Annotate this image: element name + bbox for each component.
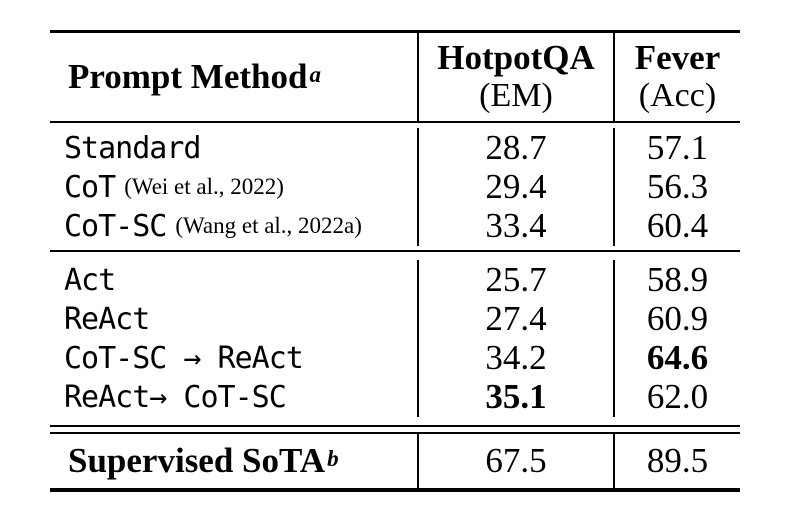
em-value: 28.7 [417, 128, 613, 168]
method-cell: CoT-SC → ReAct [50, 338, 417, 378]
acc-value: 56.3 [613, 167, 740, 207]
header-prompt-method-label: Prompt Method [68, 57, 308, 96]
acc-value: 64.6 [613, 338, 740, 378]
method-name: CoT [64, 169, 116, 205]
header-rule [50, 121, 740, 123]
method-cell: Act [50, 260, 417, 300]
header-hotpotqa: HotpotQA (EM) [417, 33, 613, 121]
method-name: CoT-SC → ReAct [64, 340, 304, 376]
method-name: ReAct→ CoT-SC [64, 379, 287, 415]
acc-value: 58.9 [613, 260, 740, 300]
react-section: Act 25.7 58.9 ReAct 27.4 60.9 CoT-SC → R… [50, 252, 740, 425]
header-fever: Fever (Acc) [613, 33, 740, 121]
method-citation: (Wei et al., 2022) [124, 174, 284, 199]
results-table: Prompt Method a HotpotQA (EM) Fever (Acc)… [50, 30, 740, 492]
double-rule-bottom [50, 432, 740, 434]
bottom-rule [50, 488, 740, 492]
method-name: ReAct [64, 301, 150, 337]
method-cell: CoT (Wei et al., 2022) [50, 167, 417, 207]
footnote-marker-b: b [327, 446, 339, 471]
footnote-marker-a: a [309, 62, 321, 87]
top-rule [50, 30, 740, 33]
method-cell: CoT-SC (Wang et al., 2022a) [50, 206, 417, 246]
method-cell: Standard [50, 128, 417, 168]
method-name: Standard [64, 130, 201, 166]
em-value: 25.7 [417, 260, 613, 300]
acc-value: 60.9 [613, 299, 740, 339]
baseline-section: Standard 28.7 57.1 CoT (Wei et al., 2022)… [50, 123, 740, 250]
method-cell: ReAct [50, 299, 417, 339]
acc-value: 57.1 [613, 128, 740, 168]
method-cell: ReAct→ CoT-SC [50, 377, 417, 417]
sota-acc-value: 89.5 [613, 434, 740, 488]
header-hotpotqa-unit: (EM) [479, 77, 553, 114]
section-rule [50, 250, 740, 252]
acc-value: 62.0 [613, 377, 740, 417]
sota-label-cell: Supervised SoTA b [50, 434, 417, 488]
method-name: CoT-SC [64, 208, 167, 244]
em-value: 29.4 [417, 167, 613, 207]
table-row: Act 25.7 58.9 [50, 260, 740, 300]
table-row: CoT-SC → ReAct 34.2 64.6 [50, 338, 740, 378]
em-value: 35.1 [417, 377, 613, 417]
header-prompt-method: Prompt Method a [50, 33, 417, 121]
method-name: Act [64, 262, 116, 298]
method-citation: (Wang et al., 2022a) [175, 213, 362, 238]
sota-em-value: 67.5 [417, 434, 613, 488]
em-value: 33.4 [417, 206, 613, 246]
header-fever-name: Fever [634, 38, 721, 77]
header-hotpotqa-name: HotpotQA [437, 38, 595, 77]
acc-value: 60.4 [613, 206, 740, 246]
table-row: CoT-SC (Wang et al., 2022a) 33.4 60.4 [50, 206, 740, 246]
header-fever-unit: (Acc) [638, 77, 717, 114]
sota-label: Supervised SoTA [68, 441, 326, 480]
table-row: ReAct→ CoT-SC 35.1 62.0 [50, 377, 740, 417]
double-rule-top [50, 425, 740, 427]
em-value: 34.2 [417, 338, 613, 378]
table-row: Standard 28.7 57.1 [50, 128, 740, 168]
table-header: Prompt Method a HotpotQA (EM) Fever (Acc) [50, 33, 740, 121]
table-row: CoT (Wei et al., 2022) 29.4 56.3 [50, 167, 740, 207]
em-value: 27.4 [417, 299, 613, 339]
double-rule-gap [50, 427, 740, 432]
table-row: ReAct 27.4 60.9 [50, 299, 740, 339]
supervised-sota-row: Supervised SoTA b 67.5 89.5 [50, 434, 740, 488]
